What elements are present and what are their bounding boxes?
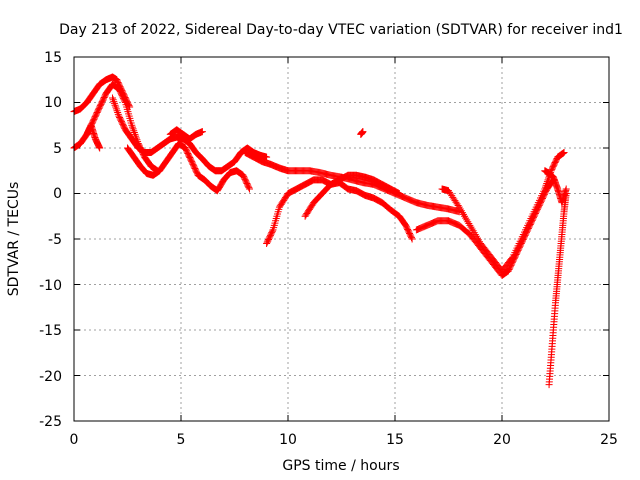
data-point-trail: [465, 220, 473, 228]
y-tick-label: -10: [39, 278, 62, 294]
data-point: [455, 203, 463, 211]
x-tick-label: 20: [493, 432, 511, 448]
x-tick-label: 25: [600, 432, 618, 448]
y-tick-label: -20: [39, 369, 62, 385]
data-point-trail: [114, 110, 122, 118]
data-point-trail: [131, 130, 139, 138]
x-tick-label: 5: [177, 432, 186, 448]
data-point-trail: [112, 105, 120, 113]
grid: [73, 56, 610, 422]
data-point-trail: [462, 214, 470, 222]
data-point-trail: [474, 236, 482, 244]
data-point-trail: [407, 234, 415, 242]
data-point: [245, 185, 253, 193]
y-tick-label: -25: [39, 414, 62, 430]
y-tick-label: -15: [39, 323, 62, 339]
data-point-trail: [461, 212, 469, 220]
y-tick-label: 10: [44, 95, 62, 111]
data-point: [109, 94, 117, 102]
data-point-trail: [473, 234, 481, 242]
data-point-trail: [541, 183, 549, 191]
x-tick-labels: 0 5 10 15 20 25: [70, 432, 618, 448]
data-point: [128, 121, 136, 129]
data-point-trail: [457, 207, 465, 215]
x-axis-label: GPS time / hours: [282, 458, 399, 474]
data-point-trail: [110, 99, 118, 107]
data-points: [70, 73, 570, 389]
data-point-trail: [469, 227, 477, 235]
data-point-trail: [130, 127, 138, 135]
x-tick-label: 10: [279, 432, 297, 448]
data-point: [408, 235, 416, 243]
data-point-trail: [544, 176, 552, 184]
data-point: [263, 153, 271, 161]
data-point-trail: [114, 109, 122, 117]
data-point: [96, 144, 104, 152]
data-point-trail: [129, 125, 137, 133]
x-tick-label: 0: [70, 432, 79, 448]
plot-frame: [73, 56, 610, 422]
data-point-trail: [463, 216, 471, 224]
data-point-trail: [245, 184, 253, 192]
data-point-trail: [470, 229, 478, 237]
data-point-trail: [456, 205, 464, 213]
data-point-trail: [464, 218, 472, 226]
x-tick-label: 15: [386, 432, 404, 448]
data-point-trail: [458, 209, 466, 217]
data-point-trail: [543, 178, 551, 186]
y-tick-label: -5: [48, 232, 62, 248]
data-point: [545, 381, 553, 389]
data-point-trail: [121, 97, 129, 105]
data-point-trail: [542, 181, 550, 189]
data-point: [541, 185, 549, 193]
data-point-trail: [508, 255, 516, 263]
data-point-trail: [467, 223, 475, 231]
data-point-trail: [112, 103, 120, 111]
y-tick-labels: 15 10 5 0 -5 -10 -15 -20 -25: [39, 50, 62, 430]
y-tick-label: 15: [44, 50, 62, 66]
data-point-trail: [468, 225, 476, 233]
y-tick-label: 5: [53, 141, 62, 157]
data-point: [466, 221, 474, 229]
data-point-trail: [268, 227, 276, 235]
y-tick-label: 0: [53, 186, 62, 202]
chart-title: Day 213 of 2022, Sidereal Day-to-day VTE…: [59, 22, 623, 38]
data-point-trail: [471, 230, 479, 238]
data-point-trail: [459, 210, 467, 218]
data-point-trail: [543, 179, 551, 187]
data-point: [198, 128, 206, 136]
data-point: [395, 190, 403, 197]
data-point-trail: [109, 96, 117, 104]
data-point-trail: [113, 107, 121, 115]
data-point-trail: [472, 232, 480, 240]
data-point-trail: [130, 129, 138, 137]
data-point-trail: [111, 101, 119, 109]
data-point: [560, 149, 568, 157]
data-point-trail: [110, 98, 118, 106]
y-axis-label: SDTVAR / TECUs: [6, 182, 22, 297]
data-point-trail: [128, 123, 136, 131]
data-point: [359, 128, 367, 136]
